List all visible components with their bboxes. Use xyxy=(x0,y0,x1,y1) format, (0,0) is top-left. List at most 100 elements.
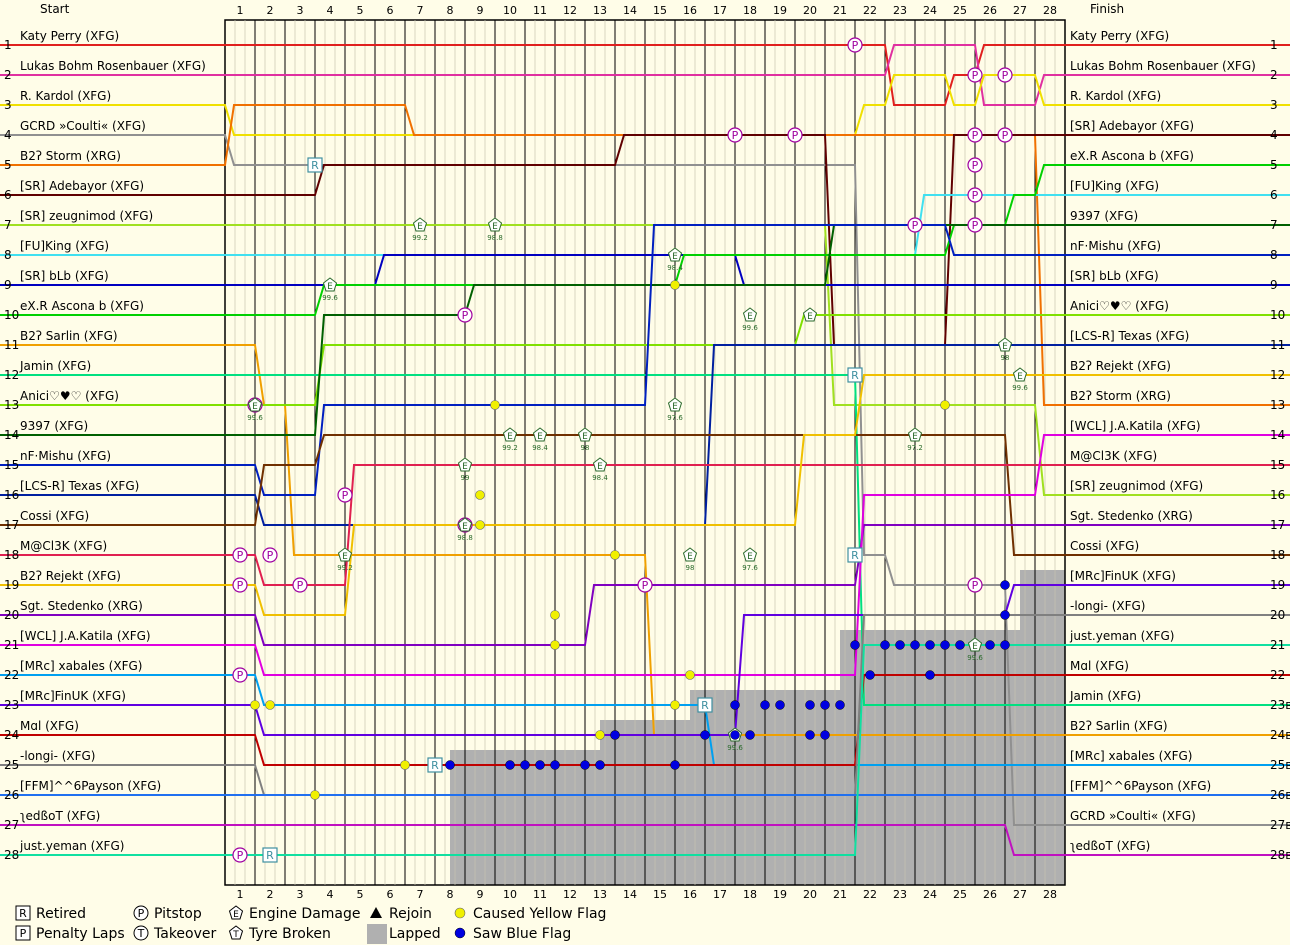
engine-damage-label: 98 xyxy=(1001,354,1010,362)
engine-damage-label: 98.8 xyxy=(487,234,503,242)
blue-flag-marker xyxy=(595,760,605,770)
engine-damage-label: 97.6 xyxy=(742,564,758,572)
pitstop-marker xyxy=(232,577,248,593)
engine-damage-label: 99.6 xyxy=(1012,384,1028,392)
engine-damage-marker-letter: E xyxy=(672,402,678,412)
engine-damage-marker xyxy=(742,307,758,322)
legend-box-symbol xyxy=(15,905,31,921)
start-driver-label: 9397 (XFG) xyxy=(20,419,88,433)
legend-rejoin-symbol xyxy=(370,907,382,918)
pitstop-marker xyxy=(457,307,473,323)
start-driver-label: Cossi (XFG) xyxy=(20,509,89,523)
finish-driver-label: Anici♡♥♡ (XFG) xyxy=(1070,299,1169,313)
start-driver-label: [SR] bLb (XFG) xyxy=(20,269,109,283)
pitstop-marker-letter: P xyxy=(237,549,244,562)
blue-flag-marker xyxy=(505,760,515,770)
blue-flag-marker xyxy=(910,640,920,650)
finish-driver-label: nF·Mishu (XFG) xyxy=(1070,239,1161,253)
lap-tick-bottom: 11 xyxy=(533,888,547,901)
blue-flag-marker xyxy=(880,640,890,650)
engine-damage-marker xyxy=(667,397,683,412)
engine-damage-marker-letter: E xyxy=(1002,342,1008,352)
blue-flag-marker xyxy=(805,700,815,710)
engine-damage-marker-letter: E xyxy=(912,432,918,442)
lap-tick-top: 24 xyxy=(923,4,937,17)
engine-damage-marker xyxy=(667,247,683,262)
blue-flag-marker xyxy=(865,670,875,680)
blue-flag-marker xyxy=(985,640,995,650)
blue-flag-marker xyxy=(535,760,545,770)
blue-flag-marker xyxy=(670,760,680,770)
finish-driver-label: [FU]King (XFG) xyxy=(1070,179,1159,193)
pitstop-marker xyxy=(787,127,803,143)
engine-damage-label: 99.6 xyxy=(322,294,338,302)
lap-tick-bottom: 17 xyxy=(713,888,727,901)
lap-tick-top: 3 xyxy=(297,4,304,17)
engine-damage-marker xyxy=(322,277,338,292)
blue-flag-marker xyxy=(775,700,785,710)
blue-flag-marker xyxy=(745,730,755,740)
blue-flag-marker xyxy=(895,640,905,650)
series-line xyxy=(0,374,1290,616)
engine-damage-label: 98 xyxy=(686,564,695,572)
position-rank-right: 27ʙ xyxy=(1270,818,1290,832)
engine-damage-label: 98.4 xyxy=(667,264,683,272)
legend-lapped-swatch xyxy=(367,924,387,944)
engine-damage-marker-letter: E xyxy=(672,252,678,262)
lap-tick-bottom: 22 xyxy=(863,888,877,901)
retired-marker-letter: R xyxy=(851,549,859,562)
blue-flag-marker xyxy=(820,700,830,710)
lap-tick-bottom: 1 xyxy=(237,888,244,901)
position-rank-right: 13 xyxy=(1270,398,1285,412)
pitstop-marker-letter: P xyxy=(912,219,919,232)
series-line xyxy=(0,374,1290,706)
lap-tick-top: 8 xyxy=(447,4,454,17)
engine-damage-marker xyxy=(1012,367,1028,382)
start-driver-label: -longi- (XFG) xyxy=(20,749,96,763)
engine-damage-marker xyxy=(412,217,428,232)
pitstop-marker-letter: P xyxy=(237,849,244,862)
finish-header: Finish xyxy=(1090,2,1124,16)
lap-tick-top: 25 xyxy=(953,4,967,17)
legend-label: Tyre Broken xyxy=(248,926,331,942)
lap-tick-bottom: 26 xyxy=(983,888,997,901)
position-rank-left: 27 xyxy=(4,818,19,832)
lap-tick-top: 16 xyxy=(683,4,697,17)
lap-tick-top: 22 xyxy=(863,4,877,17)
pitstop-marker-letter: P xyxy=(732,129,739,142)
lap-tick-top: 13 xyxy=(593,4,607,17)
lap-tick-top: 17 xyxy=(713,4,727,17)
retired-marker-letter: R xyxy=(431,759,439,772)
blue-flag-marker xyxy=(805,730,815,740)
lap-tick-bottom: 25 xyxy=(953,888,967,901)
blue-flag-marker xyxy=(835,700,845,710)
position-rank-left: 19 xyxy=(4,578,19,592)
lap-tick-bottom: 18 xyxy=(743,888,757,901)
position-rank-right: 25ʙ xyxy=(1270,758,1290,772)
lap-tick-top: 21 xyxy=(833,4,847,17)
position-rank-left: 17 xyxy=(4,518,19,532)
finish-driver-label: eX.R Ascona b (XFG) xyxy=(1070,149,1194,163)
finish-driver-label: just.yeman (XFG) xyxy=(1069,629,1174,643)
start-driver-label: GCRD »Coulti« (XFG) xyxy=(20,119,146,133)
engine-damage-label: 99.6 xyxy=(247,414,263,422)
pitstop-marker xyxy=(967,577,983,593)
labels: 1122334455667788991010111112121313141415… xyxy=(4,4,1290,901)
blue-flag-marker xyxy=(610,730,620,740)
series-line xyxy=(0,674,1290,766)
lap-tick-top: 20 xyxy=(803,4,817,17)
pitstop-marker-letter: P xyxy=(1002,69,1009,82)
engine-damage-label: 99.2 xyxy=(412,234,428,242)
engine-damage-label: 99.6 xyxy=(742,324,758,332)
engine-damage-marker xyxy=(487,217,503,232)
blue-flag-marker xyxy=(925,640,935,650)
legend-box-letter: R xyxy=(19,907,27,920)
position-rank-left: 3 xyxy=(4,98,12,112)
series-line xyxy=(0,314,1290,406)
series-line xyxy=(0,674,1290,766)
pitstop-marker-letter: P xyxy=(972,579,979,592)
pitstop-marker xyxy=(232,667,248,683)
engine-damage-marker-letter: E xyxy=(537,432,543,442)
position-rank-left: 25 xyxy=(4,758,19,772)
